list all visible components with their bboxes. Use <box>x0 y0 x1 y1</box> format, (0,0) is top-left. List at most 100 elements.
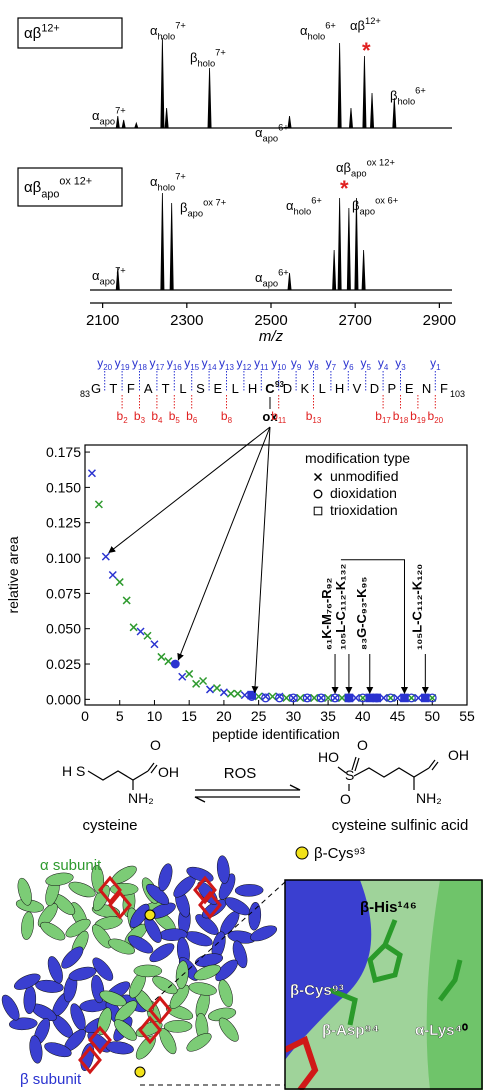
marker-circle <box>302 693 312 703</box>
x-tick-label: 45 <box>390 708 406 724</box>
x-axis-label: peptide identification <box>212 726 340 742</box>
y-tick-label: 0.050 <box>46 621 81 637</box>
ion-letter: b <box>186 409 193 423</box>
ion-number: 3 <box>401 363 406 372</box>
peak <box>160 37 165 129</box>
peak <box>362 55 367 129</box>
ion-label: y10 <box>271 356 286 372</box>
residue-number: 93 <box>275 380 284 389</box>
subunit-label: β subunit <box>20 1071 82 1088</box>
heme <box>198 890 222 920</box>
helix <box>68 881 96 898</box>
residue: F <box>127 381 135 396</box>
helix <box>29 1035 43 1064</box>
x-tick-label: 0 <box>81 708 89 724</box>
marker-circle <box>170 659 180 669</box>
marker-x <box>407 693 416 702</box>
helix <box>91 864 105 894</box>
peak-annotation-sup: 6+ <box>311 196 322 206</box>
marker-circle <box>261 693 271 703</box>
heme <box>193 875 217 905</box>
marker-x <box>289 693 298 702</box>
ion-label: b13 <box>306 409 322 425</box>
peak <box>115 267 120 291</box>
ion-label: y4 <box>378 356 389 372</box>
helix <box>149 943 175 963</box>
peak-annotation-sub: holo <box>158 32 176 42</box>
ion-number: 17 <box>155 363 164 372</box>
marker-circle <box>316 693 326 703</box>
peak-annotation: αapo6+ <box>255 123 289 144</box>
residue-label: α-Lys⁴⁰ <box>415 1022 468 1039</box>
residue: F <box>440 381 448 396</box>
residue: S <box>196 381 205 396</box>
peak <box>134 121 139 129</box>
ion-number: 14 <box>208 363 217 372</box>
ion-letter: y <box>236 356 242 370</box>
peak-annotation-sup: 7+ <box>175 21 186 31</box>
x-tick-label: 2500 <box>254 312 287 329</box>
marker-circle <box>386 693 396 703</box>
x-tick-label: 30 <box>286 708 302 724</box>
ion-label: y17 <box>149 356 164 372</box>
heme <box>148 995 172 1025</box>
ion-label: y19 <box>115 356 130 372</box>
helix <box>159 1028 177 1055</box>
ion-label: y8 <box>308 356 319 372</box>
ox-arrow <box>177 426 271 661</box>
ion-number: 8 <box>314 363 319 372</box>
marker-x <box>268 692 277 701</box>
marker-circle <box>275 693 284 703</box>
marker-x <box>310 693 319 702</box>
marker-x <box>219 688 228 697</box>
residue: D <box>370 381 379 396</box>
helix <box>234 884 264 897</box>
marker-x <box>94 500 103 509</box>
peak-annotation-sub: holo <box>397 97 415 107</box>
peak <box>348 107 354 129</box>
x-tick-label: 2100 <box>86 312 119 329</box>
x-tick-label: 10 <box>147 708 163 724</box>
inset <box>285 880 483 1090</box>
x-tick-label: 2700 <box>338 312 371 329</box>
ion-letter: y <box>97 356 103 370</box>
marker-x <box>136 627 145 636</box>
ion-label: y7 <box>326 356 337 372</box>
peak <box>160 192 165 291</box>
peak-annotation-sup: ox 12+ <box>367 158 395 168</box>
peak-annotation-sub: apo <box>187 209 203 219</box>
ion-number: 6 <box>193 416 198 425</box>
peptide-label: ₁₀₅L-C₁₁₂-K₁₂₀ <box>409 564 424 650</box>
helix <box>127 935 154 954</box>
marker-x <box>212 684 221 693</box>
marker-x <box>192 679 201 688</box>
peptide-label: ₈₃G-C₉₃-K₉₅ <box>354 577 369 650</box>
peak <box>370 92 375 129</box>
legend-title: modification type <box>305 450 410 466</box>
ion-number: 5 <box>175 416 180 425</box>
ion-label: y6 <box>343 356 354 372</box>
arrow-label: ROS <box>224 765 257 782</box>
ion-label: b11 <box>271 409 287 425</box>
peak-annotation: αβapoox 12+ <box>336 158 395 179</box>
ion-letter: y <box>343 356 349 370</box>
peak-annotation-base: αβ <box>336 160 351 175</box>
bond <box>87 770 149 781</box>
ion-letter: y <box>395 356 401 370</box>
residue: A <box>144 381 153 396</box>
helix <box>250 925 277 942</box>
x-tick-label: 15 <box>181 708 197 724</box>
asterisk: * <box>362 38 371 63</box>
helix <box>21 911 34 940</box>
marker-circle <box>313 489 323 499</box>
marker-circle <box>288 693 298 703</box>
marker-x <box>303 693 312 702</box>
peak-annotation-base: α <box>150 23 158 38</box>
peak <box>337 42 342 129</box>
marker-x <box>358 693 367 702</box>
ion-letter: b <box>375 409 382 423</box>
peptide-label: ₆₁K-M₇₆-R₉₂ <box>319 578 334 650</box>
marker-x <box>337 693 347 702</box>
inset-helix <box>285 880 372 1060</box>
